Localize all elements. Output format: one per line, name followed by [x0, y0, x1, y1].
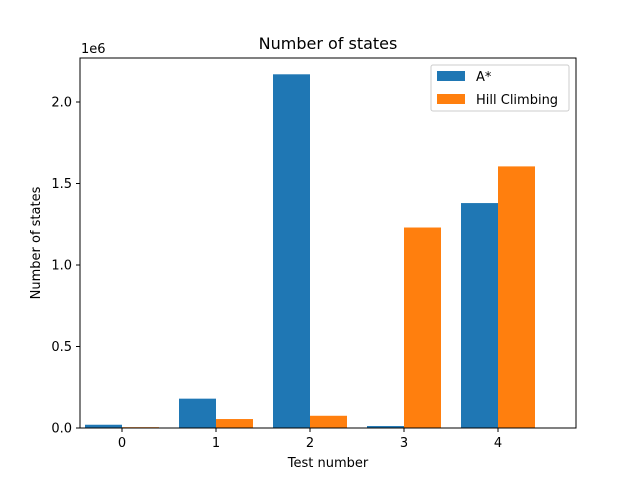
x-ticks: 0 1 2 3 4 — [118, 428, 502, 451]
bar-hill-climbing-2 — [310, 415, 347, 428]
axes-group — [79, 57, 577, 429]
legend-swatch — [437, 94, 465, 104]
y-tick-label: 0.5 — [51, 340, 72, 355]
bar-a-1 — [179, 398, 216, 428]
y-tick-label: 1.5 — [51, 177, 72, 192]
legend: A* Hill Climbing — [430, 64, 570, 112]
bar-hill-climbing-3 — [404, 227, 441, 428]
x-tick-label: 4 — [494, 436, 502, 451]
x-tick-label: 1 — [212, 436, 220, 451]
legend-label: A* — [476, 70, 492, 85]
x-axis-label: Test number — [287, 456, 369, 471]
x-tick-label: 0 — [118, 436, 126, 451]
bar-hill-climbing-4 — [498, 166, 535, 428]
legend-swatch — [437, 71, 465, 81]
y-axis-label: Number of states — [29, 186, 44, 299]
y-ticks: 0.0 0.5 1.0 1.5 2.0 — [51, 96, 80, 437]
bar-hill-climbing-1 — [216, 419, 253, 428]
bars-group — [85, 74, 535, 428]
bar-a-3 — [367, 426, 404, 428]
y-tick-label: 1.0 — [51, 259, 72, 274]
legend-box — [430, 64, 570, 112]
bar-a-0 — [85, 424, 122, 428]
x-tick-label: 2 — [306, 436, 314, 451]
plot-frame — [79, 57, 577, 429]
bar-a-4 — [461, 203, 498, 428]
bar-a-2 — [273, 74, 310, 428]
legend-label: Hill Climbing — [476, 93, 558, 108]
y-axis-offset-label: 1e6 — [81, 42, 106, 57]
chart-title: Number of states — [259, 34, 398, 53]
y-tick-label: 0.0 — [51, 422, 72, 437]
y-tick-label: 2.0 — [51, 96, 72, 111]
x-tick-label: 3 — [400, 436, 408, 451]
